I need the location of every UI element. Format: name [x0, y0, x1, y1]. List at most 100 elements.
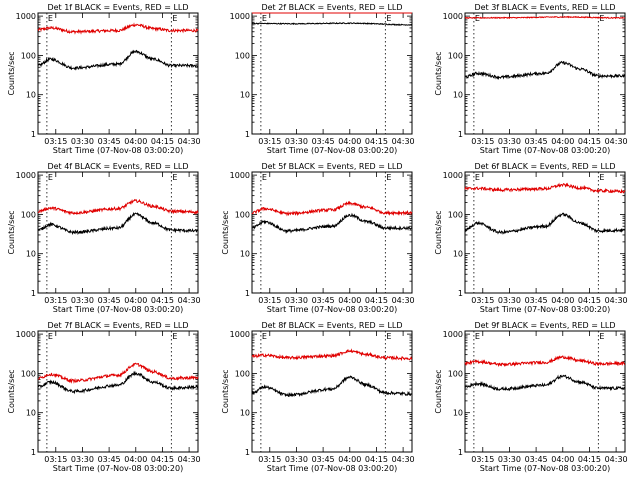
- panel-det-4: Det 4f BLACK = Events, RED = LLD 1 10 100 10…: [7, 162, 201, 314]
- x-tick-label: 03:45: [312, 296, 335, 305]
- x-tick-label: 04:15: [578, 296, 601, 305]
- y-tick-label: 1: [31, 448, 36, 457]
- x-tick-label: 04:30: [178, 296, 201, 305]
- x-tick-label: 04:15: [151, 296, 174, 305]
- x-tick-label: 03:30: [498, 455, 521, 464]
- x-tick-label: 03:45: [525, 137, 548, 146]
- y-tick-label: 1000: [443, 171, 463, 180]
- y-axis-title: Counts/sec: [221, 210, 230, 254]
- x-axis-title: Start Time (07-Nov-08 03:00:20): [267, 464, 397, 473]
- event-marker-label: E: [599, 14, 604, 23]
- y-tick-label: 10: [26, 409, 36, 418]
- y-tick-label: 10: [453, 91, 463, 100]
- plot-frame: [251, 171, 413, 294]
- y-tick-label: 100: [448, 51, 463, 60]
- panel-det-8: Det 8f BLACK = Events, RED = LLD 1 10 100 10…: [221, 321, 415, 473]
- y-tick-label: 1: [245, 448, 250, 457]
- x-tick-label: 04:30: [392, 296, 415, 305]
- event-marker-label: E: [386, 332, 391, 341]
- x-tick-label: 04:00: [551, 137, 574, 146]
- event-marker-label: E: [262, 332, 267, 341]
- series-lld-line: [37, 22, 199, 35]
- y-tick-label: 10: [26, 250, 36, 259]
- x-tick-label: 04:15: [578, 455, 601, 464]
- panel-title: Det 7f BLACK = Events, RED = LLD: [47, 321, 188, 330]
- x-tick-label: 04:00: [338, 137, 361, 146]
- series-lld-line: [37, 362, 199, 384]
- x-tick-label: 03:15: [471, 455, 494, 464]
- x-tick-label: 03:45: [312, 137, 335, 146]
- x-tick-label: 04:30: [178, 455, 201, 464]
- y-tick-label: 100: [235, 210, 250, 219]
- panel-det-6: Det 6f BLACK = Events, RED = LLD 1 10 100 10…: [434, 162, 628, 314]
- x-axis-title: Start Time (07-Nov-08 03:00:20): [267, 146, 397, 155]
- y-axis-title: Counts/sec: [434, 369, 443, 413]
- panel-title: Det 3f BLACK = Events, RED = LLD: [474, 3, 615, 12]
- x-tick-label: 03:45: [98, 137, 121, 146]
- y-tick-label: 1000: [16, 171, 36, 180]
- x-tick-label: 03:45: [312, 455, 335, 464]
- panel-det-9: Det 9f BLACK = Events, RED = LLD 1 10 100 10…: [434, 321, 628, 473]
- x-axis-title: Start Time (07-Nov-08 03:00:20): [480, 305, 610, 314]
- series-lld-line: [37, 198, 199, 216]
- y-tick-label: 10: [453, 250, 463, 259]
- x-tick-label: 04:30: [605, 137, 628, 146]
- x-tick-label: 04:15: [365, 455, 388, 464]
- y-tick-label: 10: [240, 409, 250, 418]
- x-axis-title: Start Time (07-Nov-08 03:00:20): [480, 464, 610, 473]
- y-tick-label: 1: [245, 130, 250, 139]
- series-lld-line: [251, 348, 413, 362]
- x-tick-label: 04:30: [605, 455, 628, 464]
- x-axis-title: Start Time (07-Nov-08 03:00:20): [53, 146, 183, 155]
- y-tick-label: 100: [21, 210, 36, 219]
- y-tick-label: 10: [26, 91, 36, 100]
- x-tick-label: 04:30: [392, 455, 415, 464]
- y-tick-label: 1: [31, 289, 36, 298]
- y-axis-title: Counts/sec: [7, 210, 16, 254]
- x-tick-label: 04:00: [551, 296, 574, 305]
- x-axis-title: Start Time (07-Nov-08 03:00:20): [267, 305, 397, 314]
- x-tick-label: 04:00: [124, 296, 147, 305]
- panel-det-2: Det 2f BLACK = Events, RED = LLD 1 10 100 10…: [230, 3, 415, 155]
- event-marker-label: E: [475, 14, 480, 23]
- y-tick-label: 100: [21, 51, 36, 60]
- x-tick-label: 03:15: [471, 296, 494, 305]
- y-tick-label: 1000: [16, 12, 36, 21]
- y-tick-label: 1000: [230, 171, 250, 180]
- x-tick-label: 04:15: [578, 137, 601, 146]
- x-tick-label: 03:45: [525, 455, 548, 464]
- event-marker-label: E: [172, 14, 177, 23]
- series-events-line: [37, 49, 199, 71]
- x-tick-label: 03:30: [285, 296, 308, 305]
- series-events-line: [251, 375, 413, 398]
- panel-det-1: Det 1f BLACK = Events, RED = LLD 1 10 100 10…: [7, 3, 201, 155]
- event-marker-label: E: [48, 14, 53, 23]
- event-marker-label: E: [475, 173, 480, 182]
- plot-frame: [37, 12, 199, 135]
- plot-frame: [464, 12, 626, 135]
- plot-frame: [464, 171, 626, 294]
- series-events-line: [37, 370, 199, 395]
- y-axis-title: Counts/sec: [7, 51, 16, 95]
- plot-frame: [251, 12, 413, 135]
- x-axis-title: Start Time (07-Nov-08 03:00:20): [53, 464, 183, 473]
- x-tick-label: 04:15: [365, 137, 388, 146]
- y-tick-label: 100: [448, 369, 463, 378]
- panel-det-3: Det 3f BLACK = Events, RED = LLD 1 10 100 10…: [434, 3, 628, 155]
- y-tick-label: 1: [458, 130, 463, 139]
- x-tick-label: 03:45: [98, 455, 121, 464]
- x-tick-label: 03:30: [71, 455, 94, 464]
- x-tick-label: 04:15: [365, 296, 388, 305]
- event-marker-label: E: [48, 173, 53, 182]
- x-tick-label: 03:30: [285, 137, 308, 146]
- y-tick-label: 100: [235, 51, 250, 60]
- plot-frame: [37, 171, 199, 294]
- x-tick-label: 03:30: [498, 137, 521, 146]
- panel-det-5: Det 5f BLACK = Events, RED = LLD 1 10 100 10…: [221, 162, 415, 314]
- y-tick-label: 1: [31, 130, 36, 139]
- panel-title: Det 6f BLACK = Events, RED = LLD: [474, 162, 615, 171]
- event-marker-label: E: [599, 332, 604, 341]
- y-tick-label: 10: [453, 409, 463, 418]
- series-lld-line: [251, 200, 413, 217]
